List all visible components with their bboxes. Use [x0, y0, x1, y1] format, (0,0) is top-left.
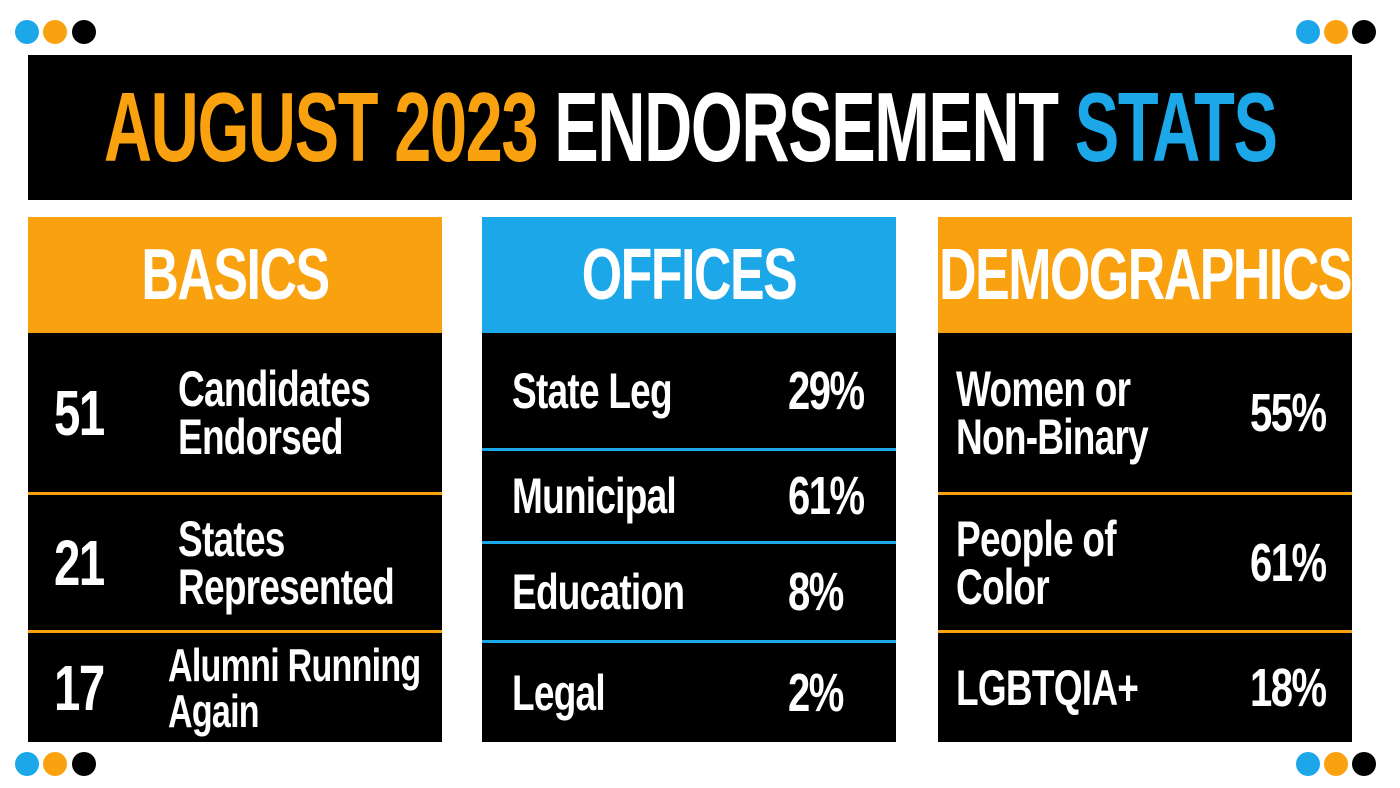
stat-value-text: 29%: [788, 360, 865, 421]
panel-header: BASICS: [28, 217, 442, 333]
stat-number-text: 21: [54, 526, 105, 599]
title-part: ENDORSEMENT: [554, 72, 1059, 182]
label-line: Legal: [512, 664, 638, 721]
label-text: Alumni Running: [168, 638, 421, 691]
label-line: Represented: [178, 558, 470, 615]
dot: [1324, 752, 1348, 776]
panel-heading: BASICS: [141, 235, 330, 315]
stat-value: 61%: [788, 465, 890, 527]
panel-heading: OFFICES: [581, 235, 798, 315]
label-text: Women or: [956, 360, 1131, 417]
stat-label: Women or Non-Binary: [956, 360, 1215, 465]
label-text: States: [178, 510, 285, 567]
label-text: LGBTQIA+: [956, 659, 1139, 716]
title-part: AUGUST 2023: [103, 72, 539, 182]
dot: [1352, 20, 1376, 44]
stat-number: 17: [54, 651, 154, 725]
dot: [1296, 20, 1320, 44]
stat-row: Education 8%: [482, 541, 896, 640]
label-line: Municipal: [512, 468, 734, 524]
stat-row: 17 Alumni Running Again: [28, 630, 442, 742]
stat-value: 8%: [788, 561, 862, 623]
stat-label: Candidates Endorsed: [178, 360, 438, 465]
label-text: Again: [168, 684, 260, 737]
panel-heading: DEMOGRAPHICS: [939, 235, 1352, 315]
stat-number: 21: [54, 526, 154, 600]
label-line: Education: [512, 564, 745, 620]
stat-row: LGBTQIA+ 18%: [938, 630, 1352, 742]
dot: [43, 20, 67, 44]
dot: [1296, 752, 1320, 776]
label-text: State Leg: [512, 362, 673, 419]
stat-row: Legal 2%: [482, 640, 896, 742]
stat-label: States Represented: [178, 510, 470, 615]
label-text: Endorsed: [178, 408, 343, 465]
dot: [1324, 20, 1348, 44]
stat-value-text: 18%: [1250, 657, 1327, 718]
label-line: State Leg: [512, 362, 728, 419]
label-line: States: [178, 510, 470, 567]
panel: BASICS 51 Candidates Endorsed 21 States Repres…: [28, 217, 442, 742]
stat-label: Alumni Running Again: [168, 642, 509, 734]
dot: [72, 20, 96, 44]
panel: OFFICES State Leg 29% Municipal 61% Education…: [482, 217, 896, 742]
stat-row: 21 States Represented: [28, 492, 442, 630]
stat-label: People of Color: [956, 510, 1172, 615]
label-text: Municipal: [512, 468, 677, 524]
label-text: Candidates: [178, 360, 371, 417]
stat-value-text: 8%: [788, 562, 844, 622]
label-line: Non-Binary: [956, 408, 1215, 465]
panel-header: OFFICES: [482, 217, 896, 333]
label-line: People of: [956, 510, 1172, 567]
stat-label: State Leg: [512, 362, 728, 419]
label-line: LGBTQIA+: [956, 659, 1202, 716]
stat-value-text: 61%: [788, 466, 865, 526]
stat-number: 51: [54, 376, 154, 450]
stat-number-text: 51: [54, 376, 105, 449]
stat-row: Women or Non-Binary 55%: [938, 333, 1352, 492]
title-bar: AUGUST 2023 ENDORSEMENT STATS: [28, 55, 1352, 200]
stat-row: People of Color 61%: [938, 492, 1352, 630]
label-text: Education: [512, 564, 685, 620]
stat-label: LGBTQIA+: [956, 659, 1202, 716]
panel-header: DEMOGRAPHICS: [938, 217, 1352, 333]
stat-value: 18%: [1250, 657, 1352, 719]
dot: [43, 752, 67, 776]
stat-value: 61%: [1250, 532, 1352, 594]
label-text: Represented: [178, 558, 395, 615]
stat-row: Municipal 61%: [482, 448, 896, 541]
label-line: Candidates: [178, 360, 438, 417]
label-text: Legal: [512, 664, 606, 721]
title: AUGUST 2023 ENDORSEMENT STATS: [103, 71, 1278, 184]
stat-value-text: 2%: [788, 662, 844, 723]
stat-value: 29%: [788, 360, 890, 422]
label-line: Women or: [956, 360, 1215, 417]
stat-label: Education: [512, 564, 745, 620]
stat-value: 2%: [788, 662, 862, 724]
stat-number-text: 17: [54, 651, 105, 724]
title-part: STATS: [1074, 72, 1278, 182]
stat-value: 55%: [1250, 382, 1352, 444]
label-line: Endorsed: [178, 408, 438, 465]
label-text: Color: [956, 558, 1050, 615]
dot: [72, 752, 96, 776]
dot: [1352, 752, 1376, 776]
stat-row: State Leg 29%: [482, 333, 896, 448]
stat-label: Municipal: [512, 468, 734, 524]
dot: [15, 20, 39, 44]
stat-value-text: 55%: [1250, 382, 1327, 443]
label-text: People of: [956, 510, 1117, 567]
label-line: Alumni Running: [168, 642, 509, 688]
label-line: Color: [956, 558, 1172, 615]
stat-value-text: 61%: [1250, 532, 1327, 593]
dot: [15, 752, 39, 776]
stat-label: Legal: [512, 664, 638, 721]
label-text: Non-Binary: [956, 408, 1149, 465]
panel: DEMOGRAPHICS Women or Non-Binary 55% People …: [938, 217, 1352, 742]
label-line: Again: [168, 688, 509, 734]
stat-row: 51 Candidates Endorsed: [28, 333, 442, 492]
